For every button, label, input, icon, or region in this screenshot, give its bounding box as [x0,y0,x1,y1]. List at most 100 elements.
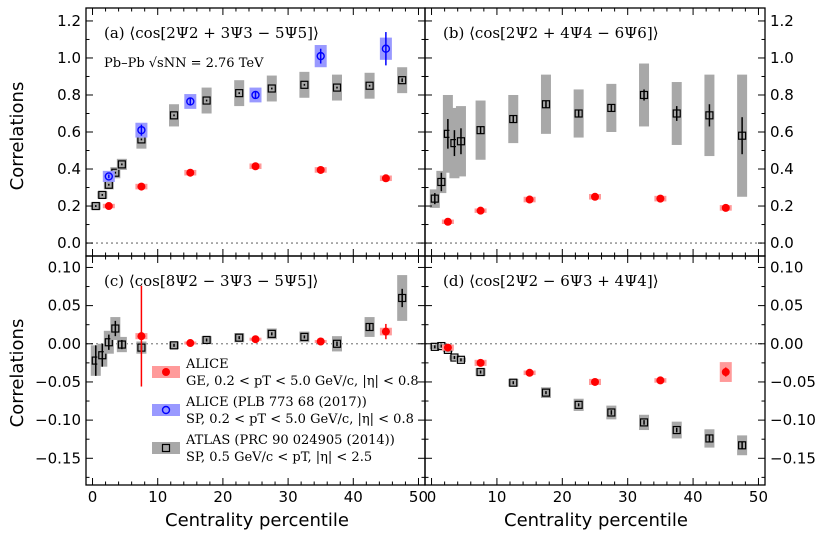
atlas-point [300,80,309,89]
atlas-point [398,293,407,303]
alice-sp-point [316,51,325,61]
y-tick-label: 0.2 [770,197,794,215]
atlas-point [169,111,179,120]
alice-sp-point [137,125,146,135]
atlas-point [574,400,583,409]
atlas-point [639,418,649,427]
y-tick-label: 0.00 [48,335,81,353]
y-tick-label: 1.2 [57,12,81,30]
y-tick-label: −0.05 [770,373,816,391]
atlas-point [705,434,714,443]
y-tick-label: 0.10 [770,258,803,276]
y-tick-label: 0.8 [770,86,794,104]
atlas-point [117,160,126,169]
x-tick-label: 50 [409,488,428,506]
y-tick-label: 0.0 [770,234,794,252]
panel-title: (a) ⟨cos[2Ψ2 + 3Ψ3 − 5Ψ5]⟩ [104,24,319,42]
alice-ge-point [591,192,599,201]
alice-ge-point [137,182,146,191]
x-tick-label: 20 [553,488,572,506]
legend-sublabel-alice_ge: GE, 0.2 < pT < 5.0 GeV/c, |η| < 0.8 [186,374,419,389]
atlas-point [430,194,439,203]
atlas-point [541,388,551,397]
atlas-point [111,324,120,333]
atlas-point [202,335,211,345]
alice-ge-point [381,174,390,183]
y-tick-label: −0.05 [35,373,81,391]
y-tick-label: 1.0 [770,49,794,67]
x-tick-label: 10 [148,488,167,506]
alice-ge-point [137,332,146,341]
atlas-point [456,137,466,146]
atlas-point [104,338,113,347]
y-tick-label: 0.4 [57,160,81,178]
legend-swatch-alice-sp [152,404,180,416]
y-axis-label-top: Correlations [7,82,28,191]
panel-title: (b) ⟨cos[2Ψ2 + 4Ψ4 − 6Ψ6]⟩ [443,24,659,42]
atlas-point [639,90,649,100]
legend-marker-alice-ge [162,368,170,376]
atlas-point [267,329,276,338]
panel-a: 0.0 0.2 0.4 0.6 0.8 1.0 1.2 (a) ⟨cos[2Ψ2 + 3Ψ3 … [57,7,426,257]
alice-ge-point [186,168,195,177]
y-tick-label: −0.15 [35,449,81,467]
legend-label-atlas: ATLAS (PRC 90 024905 (2014)) [185,433,395,448]
atlas-point [267,84,276,93]
atlas-point [235,333,244,342]
atlas-point [574,109,583,118]
alice-ge-point [476,358,485,367]
atlas-point [332,83,342,92]
x-tick-label: 40 [344,488,363,506]
y-tick-label: 0.8 [57,86,81,104]
atlas-point [607,103,616,113]
alice-ge-point [186,339,195,348]
atlas-point [398,76,407,85]
y-tick-label: 1.0 [57,49,81,67]
alice-ge-point [443,217,452,226]
alice-ge-point [525,195,534,204]
atlas-point [169,341,179,350]
y-tick-label: 0.4 [770,160,794,178]
atlas-point [672,109,681,118]
y-tick-label: −0.15 [770,449,816,467]
atlas-point [476,367,485,377]
y-tick-label: −0.10 [35,411,81,429]
atlas-point [541,100,551,109]
legend-label-alice_sp: ALICE (PLB 773 68 (2017)) [185,395,367,410]
atlas-point [509,378,518,387]
panel-frame [424,255,766,486]
x-tick-label: 40 [684,488,703,506]
alice-ge-point [656,194,665,203]
alice-ge-point [721,368,730,377]
alice-ge-point [656,376,665,385]
alice-sp-point [251,90,260,100]
alice-ge-point [591,377,599,386]
y-axis-label-bottom: Correlations [7,319,28,428]
legend-sublabel-alice_sp: SP, 0.2 < pT < 5.0 GeV/c, |η| < 0.8 [186,412,414,427]
atlas-point [365,81,374,90]
atlas-point [235,89,244,98]
x-tick-label: 30 [279,488,298,506]
alice-sp-point [186,97,195,106]
legend-label-alice_ge: ALICE [185,357,229,372]
alice-ge-point [251,162,260,171]
atlas-point [202,96,211,105]
atlas-point [456,355,466,364]
y-tick-label: −0.10 [770,411,816,429]
x-axis-label-left: Centrality percentile [165,510,349,531]
panel-title: (d) ⟨cos[2Ψ2 − 6Ψ3 + 4Ψ4]⟩ [443,272,659,290]
alice-ge-point [476,206,485,215]
alice-ge-point [381,327,390,336]
legend-sublabel-atlas: SP, 0.5 GeV/c < pT, |η| < 2.5 [186,450,372,465]
x-tick-label: 30 [618,488,637,506]
atlas-point [332,339,342,348]
alice-ge-point [316,165,325,174]
atlas-point [300,332,309,342]
legend-swatch-atlas [152,442,180,454]
alice-ge-point [104,202,113,211]
y-tick-label: 0.10 [48,258,81,276]
y-tick-label: 0.05 [48,297,81,315]
alice-sp-point [381,44,391,53]
panel-title: (c) ⟨cos[8Ψ2 − 3Ψ3 − 5Ψ5]⟩ [104,272,318,290]
atlas-point [98,351,107,360]
